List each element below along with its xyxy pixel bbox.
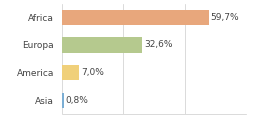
Bar <box>62 65 79 80</box>
Text: 59,7%: 59,7% <box>211 13 239 22</box>
Text: 7,0%: 7,0% <box>81 68 104 77</box>
Text: 0,8%: 0,8% <box>66 96 88 105</box>
Bar <box>62 10 209 25</box>
Bar <box>62 93 64 108</box>
Text: 32,6%: 32,6% <box>144 41 172 49</box>
Bar <box>62 37 142 53</box>
